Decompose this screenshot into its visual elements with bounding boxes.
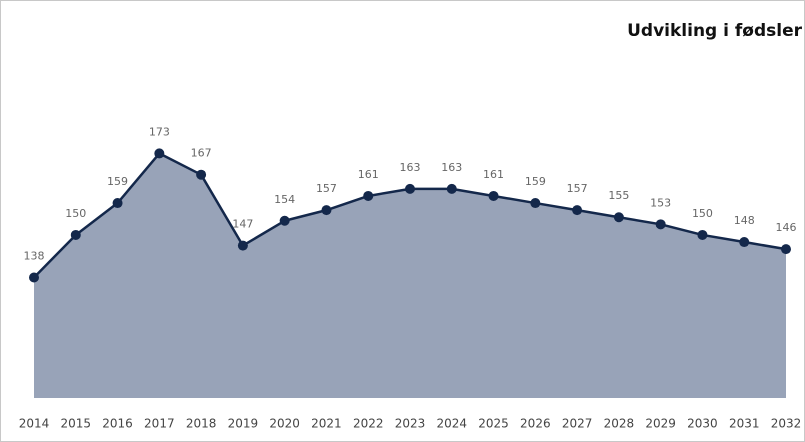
marker xyxy=(237,240,248,251)
data-label: 150 xyxy=(65,207,86,220)
x-tick-label: 2014 xyxy=(19,417,50,431)
chart-title: Udvikling i fødsler xyxy=(627,21,802,41)
data-label: 163 xyxy=(400,161,421,174)
data-label: 153 xyxy=(650,196,671,209)
data-label: 150 xyxy=(692,207,713,220)
marker xyxy=(154,148,165,159)
marker xyxy=(70,229,81,240)
x-tick-label: 2032 xyxy=(771,417,802,431)
data-label: 163 xyxy=(441,161,462,174)
x-tick-label: 2027 xyxy=(562,417,593,431)
marker xyxy=(321,205,332,216)
marker xyxy=(530,198,541,209)
marker xyxy=(488,190,499,201)
marker xyxy=(739,237,750,248)
data-label: 167 xyxy=(191,147,212,160)
x-tick-label: 2021 xyxy=(311,417,342,431)
x-tick-label: 2015 xyxy=(61,417,92,431)
x-tick-label: 2030 xyxy=(687,417,718,431)
x-tick-label: 2019 xyxy=(228,417,259,431)
x-tick-label: 2024 xyxy=(437,417,468,431)
marker xyxy=(655,219,666,230)
marker xyxy=(196,169,207,180)
marker xyxy=(405,183,415,194)
x-tick-label: 2017 xyxy=(144,417,175,431)
x-tick-label: 2023 xyxy=(395,417,426,431)
marker xyxy=(781,244,791,255)
marker xyxy=(29,272,39,283)
data-label: 157 xyxy=(316,182,337,195)
data-label: 148 xyxy=(734,214,755,227)
data-label: 159 xyxy=(107,175,128,188)
data-label: 138 xyxy=(24,249,45,262)
x-tick-label: 2028 xyxy=(604,417,635,431)
x-tick-label: 2018 xyxy=(186,417,217,431)
x-tick-label: 2031 xyxy=(729,417,760,431)
x-tick-label: 2016 xyxy=(102,417,133,431)
data-label: 146 xyxy=(776,221,797,234)
data-label: 155 xyxy=(608,189,629,202)
data-label: 159 xyxy=(525,175,546,188)
marker xyxy=(613,212,624,223)
marker xyxy=(363,190,374,201)
marker xyxy=(112,198,123,209)
x-tick-label: 2020 xyxy=(269,417,300,431)
data-label: 161 xyxy=(483,168,504,181)
data-label: 173 xyxy=(149,125,170,138)
data-label: 157 xyxy=(567,182,588,195)
x-tick-label: 2029 xyxy=(645,417,676,431)
x-tick-label: 2022 xyxy=(353,417,384,431)
data-label: 154 xyxy=(274,193,295,206)
marker xyxy=(572,205,583,216)
x-tick-label: 2026 xyxy=(520,417,551,431)
data-label: 161 xyxy=(358,168,379,181)
marker xyxy=(279,215,290,226)
data-label: 147 xyxy=(232,218,253,231)
x-tick-label: 2025 xyxy=(478,417,509,431)
marker xyxy=(697,229,708,240)
marker xyxy=(446,183,457,194)
